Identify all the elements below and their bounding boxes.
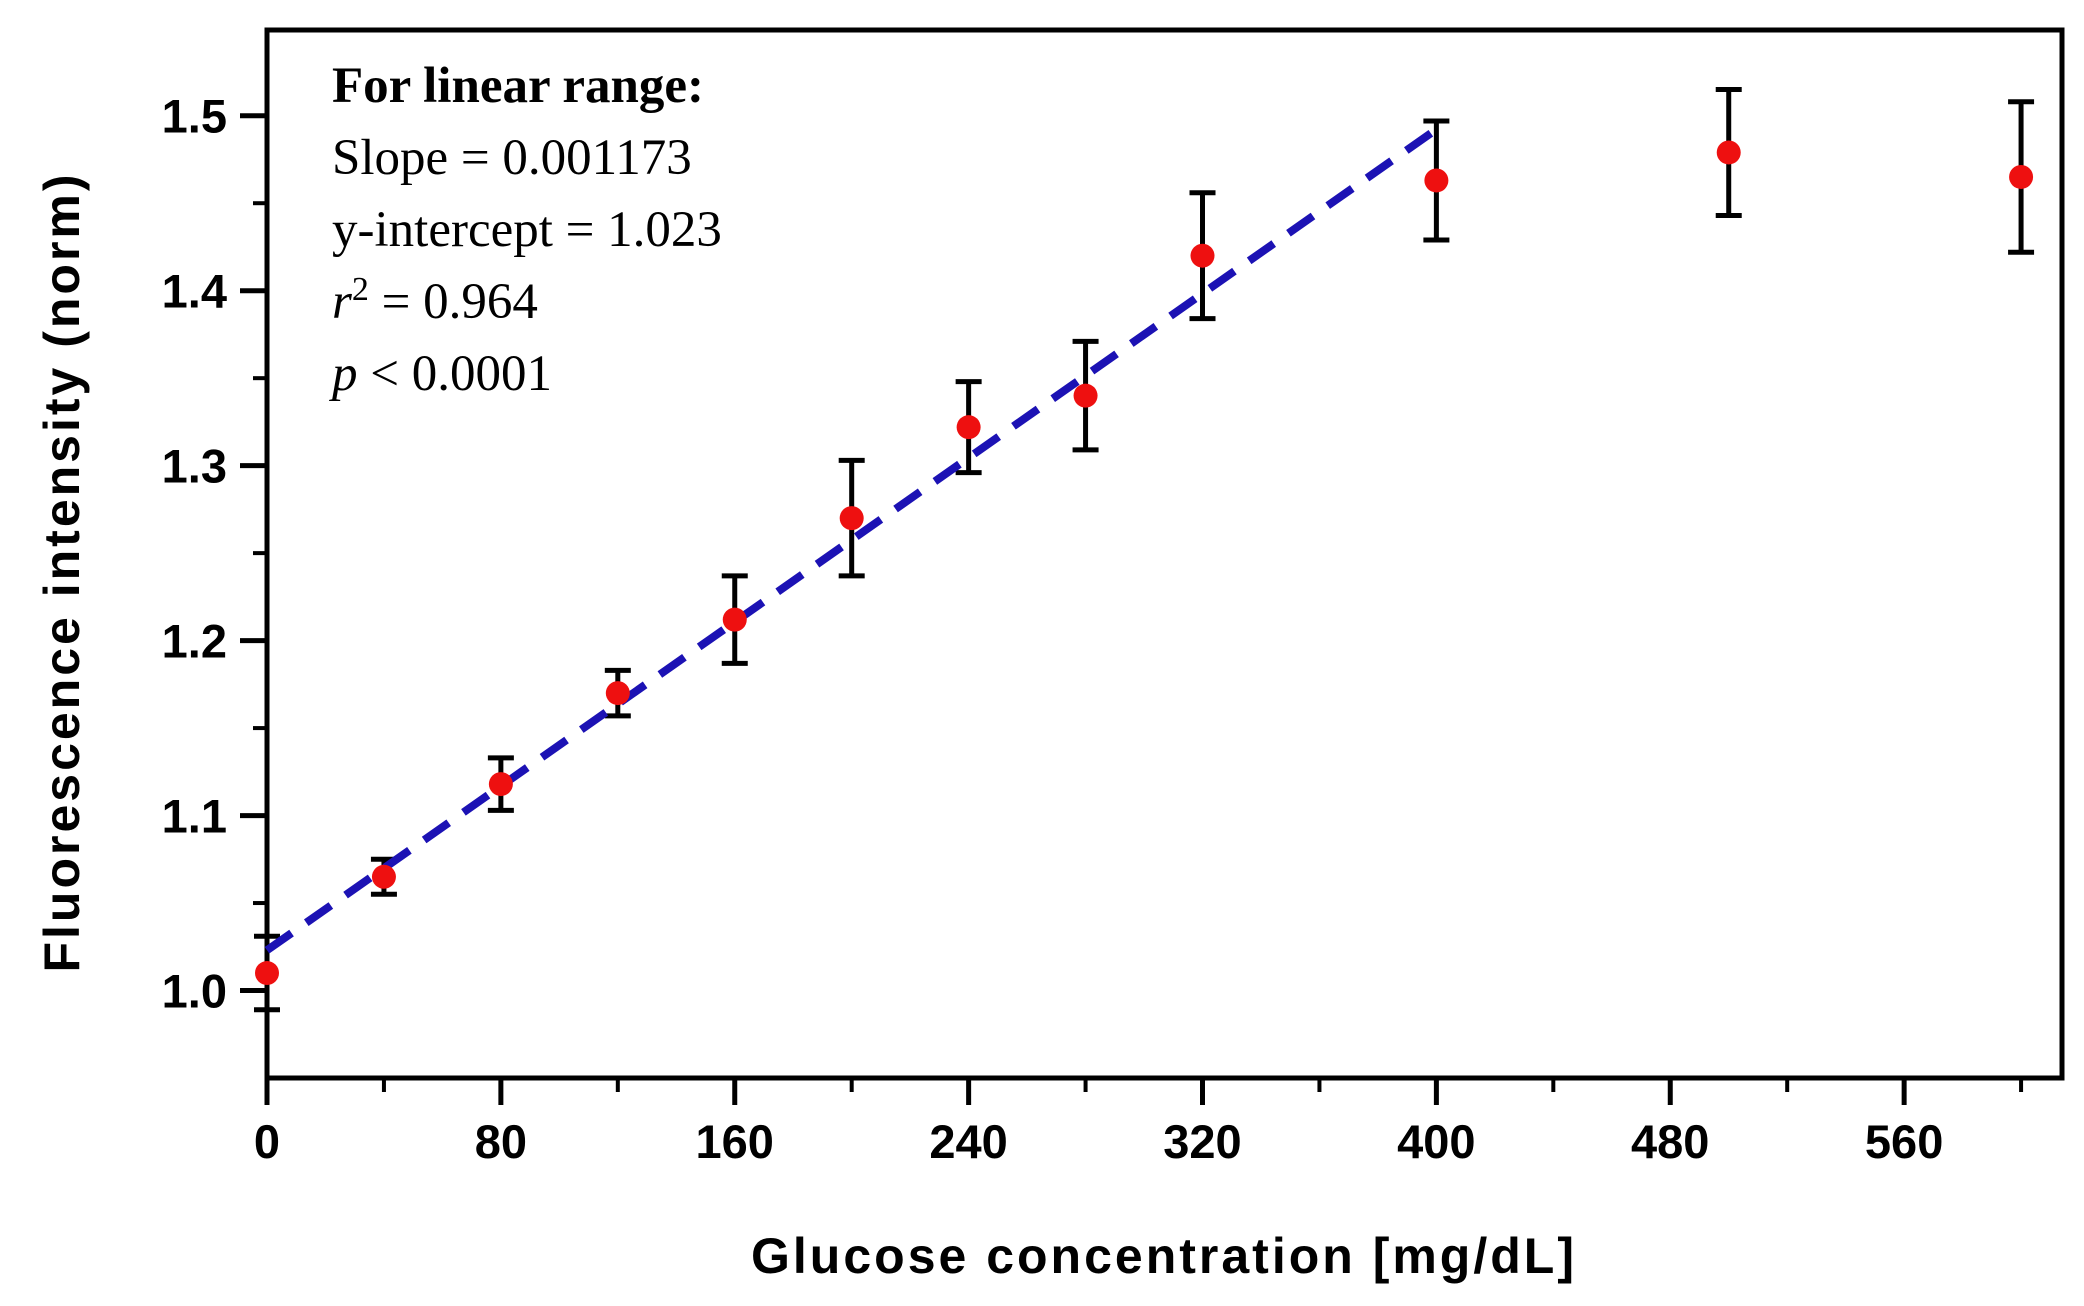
y-tick-label: 1.4 xyxy=(162,265,227,318)
stats-annotation: For linear range: Slope = 0.001173 y-int… xyxy=(332,50,722,410)
data-point xyxy=(1073,383,1098,408)
data-point xyxy=(488,772,513,797)
x-tick-label: 160 xyxy=(696,1115,774,1168)
y-tick-label: 1.2 xyxy=(162,615,227,668)
x-tick-label: 400 xyxy=(1397,1115,1475,1168)
annotation-p-value: p < 0.0001 xyxy=(332,338,722,410)
y-tick-label: 1.5 xyxy=(162,90,227,143)
y-tick-label: 1.3 xyxy=(162,440,227,493)
data-point xyxy=(1424,168,1449,193)
data-point xyxy=(839,506,864,531)
data-point xyxy=(605,681,630,706)
data-point xyxy=(2009,164,2034,189)
y-tick-label: 1.1 xyxy=(162,790,227,843)
r-value: = 0.964 xyxy=(368,274,538,330)
r-exponent: 2 xyxy=(351,271,369,308)
x-tick-label: 80 xyxy=(475,1115,527,1168)
annotation-intercept: y-intercept = 1.023 xyxy=(332,202,722,258)
data-point xyxy=(722,607,747,632)
data-point xyxy=(1190,243,1215,268)
x-axis-title: Glucose concentration [mg/dL] xyxy=(751,1228,1577,1284)
x-tick-label: 240 xyxy=(929,1115,1007,1168)
annotation-slope: Slope = 0.001173 xyxy=(332,130,692,186)
p-value: < 0.0001 xyxy=(357,346,553,402)
p-symbol: p xyxy=(332,346,358,402)
data-point xyxy=(1716,140,1741,165)
data-point xyxy=(956,415,981,440)
x-tick-label: 560 xyxy=(1865,1115,1943,1168)
y-tick-label: 1.0 xyxy=(162,965,227,1018)
x-tick-label: 480 xyxy=(1631,1115,1709,1168)
r-symbol: r xyxy=(332,274,352,330)
annotation-r-squared: r2 = 0.964 xyxy=(332,266,722,338)
data-point xyxy=(371,864,396,889)
data-point xyxy=(255,961,279,986)
x-tick-label: 320 xyxy=(1163,1115,1241,1168)
annotation-heading: For linear range: xyxy=(332,58,705,114)
x-tick-label: 0 xyxy=(254,1115,280,1168)
y-axis-title: Fluorescence intensity (norm) xyxy=(34,171,90,973)
